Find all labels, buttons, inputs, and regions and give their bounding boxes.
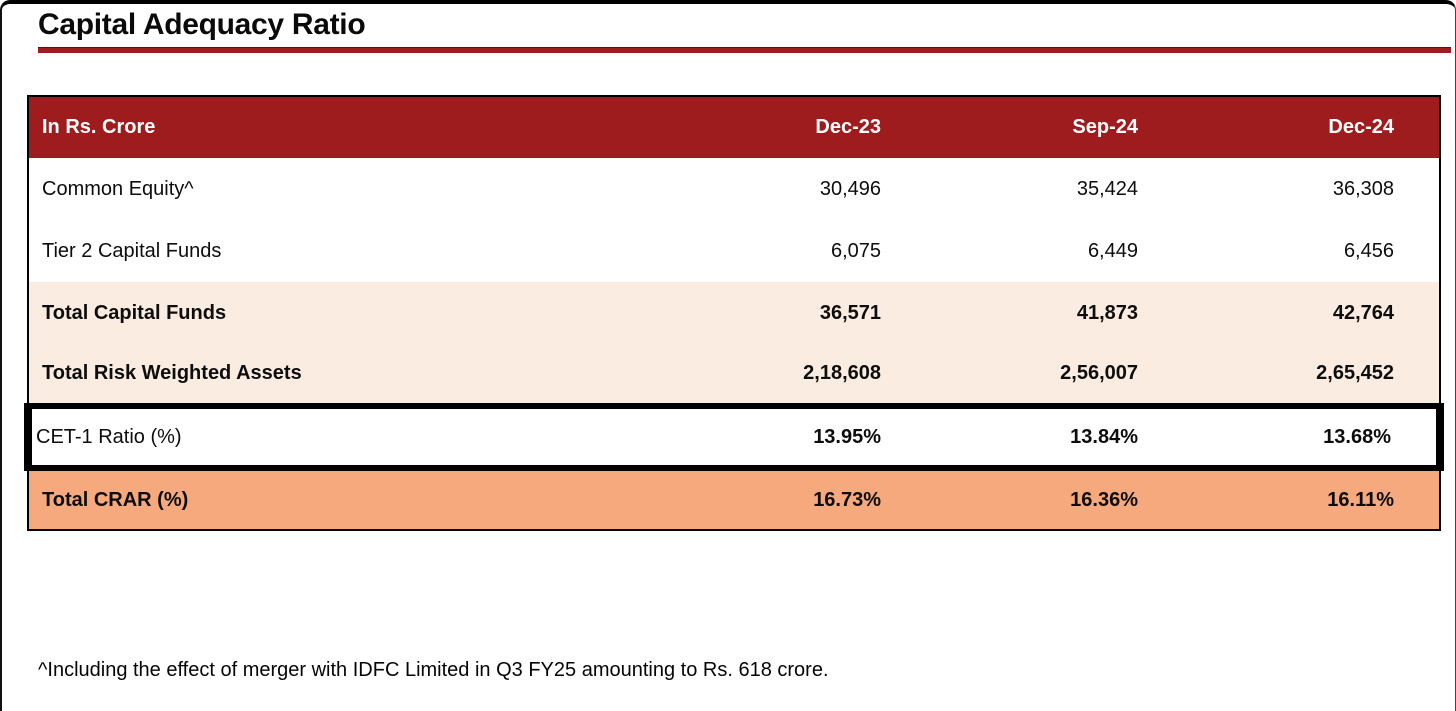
page-title: Capital Adequacy Ratio <box>38 8 366 41</box>
row-value: 13.84% <box>926 403 1183 471</box>
table-header-dec-23: Dec-23 <box>669 96 927 158</box>
table-row-total-risk-weighted-assets: Total Risk Weighted Assets 2,18,608 2,56… <box>28 344 1440 406</box>
row-value: 6,075 <box>669 220 927 282</box>
row-value: 13.95% <box>669 403 927 471</box>
row-value: 36,571 <box>669 282 927 344</box>
row-label: Total Capital Funds <box>28 282 670 344</box>
row-label: Common Equity^ <box>28 158 670 220</box>
capital-adequacy-table: In Rs. Crore Dec-23 Sep-24 Dec-24 Common… <box>23 95 1444 531</box>
title-underline-rule <box>38 47 1451 53</box>
row-value: 2,18,608 <box>669 344 927 406</box>
capital-adequacy-table-wrapper: In Rs. Crore Dec-23 Sep-24 Dec-24 Common… <box>23 95 1444 531</box>
table-header-row: In Rs. Crore Dec-23 Sep-24 Dec-24 <box>28 96 1440 158</box>
row-value: 13.68% <box>1183 403 1444 471</box>
table-header-dec-24: Dec-24 <box>1183 96 1440 158</box>
row-value: 6,449 <box>926 220 1183 282</box>
row-label: CET-1 Ratio (%) <box>23 403 670 471</box>
table-header-unit-label: In Rs. Crore <box>28 96 670 158</box>
row-label: Tier 2 Capital Funds <box>28 220 670 282</box>
table-row-total-crar: Total CRAR (%) 16.73% 16.36% 16.11% <box>28 468 1440 530</box>
table-row-tier2-capital-funds: Tier 2 Capital Funds 6,075 6,449 6,456 <box>28 220 1440 282</box>
row-value: 35,424 <box>926 158 1183 220</box>
row-label: Total CRAR (%) <box>28 468 670 530</box>
table-header-sep-24: Sep-24 <box>926 96 1183 158</box>
row-value: 2,56,007 <box>926 344 1183 406</box>
table-row-common-equity: Common Equity^ 30,496 35,424 36,308 <box>28 158 1440 220</box>
row-value: 41,873 <box>926 282 1183 344</box>
row-value: 16.36% <box>926 468 1183 530</box>
row-value: 16.11% <box>1183 468 1440 530</box>
row-value: 42,764 <box>1183 282 1440 344</box>
row-value: 30,496 <box>669 158 927 220</box>
table-row-cet1-ratio-highlighted: CET-1 Ratio (%) 13.95% 13.84% 13.68% <box>23 403 1444 471</box>
row-value: 6,456 <box>1183 220 1440 282</box>
row-label: Total Risk Weighted Assets <box>28 344 670 406</box>
table-row-total-capital-funds: Total Capital Funds 36,571 41,873 42,764 <box>28 282 1440 344</box>
footnote-merger-note: ^Including the effect of merger with IDF… <box>38 659 829 681</box>
row-value: 16.73% <box>669 468 927 530</box>
row-value: 2,65,452 <box>1183 344 1440 406</box>
row-value: 36,308 <box>1183 158 1440 220</box>
